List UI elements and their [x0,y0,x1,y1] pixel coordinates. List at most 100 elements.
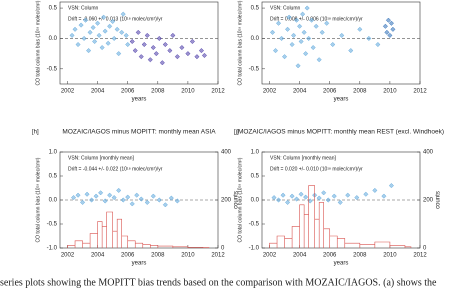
data-point [289,193,295,199]
data-point [150,193,156,199]
data-point [125,194,131,200]
x-tick-label: 2008 [151,89,165,95]
y2-tick-label: 200 [423,198,434,204]
x-tick-label: 2002 [61,89,75,95]
x-tick-label: 2006 [121,253,135,259]
y-tick-label: 0.5 [251,6,260,12]
data-point [387,32,393,38]
count-histogram [67,211,210,248]
data-point [75,41,81,48]
x-tick-label: 2010 [383,89,397,95]
data-point [382,23,388,29]
y-axis-label: CO total column bias (10¹⁸ molec/cm²) [35,0,41,85]
x-tick-label: 2002 [61,253,75,259]
data-point [306,35,312,41]
y2-axis-label: counts [234,191,240,209]
data-point [298,191,304,197]
y-tick-label: 0.5 [49,6,58,12]
data-point [98,190,104,196]
data-point [303,51,309,57]
y-tick-label: -0.5 [47,66,58,72]
data-point [102,198,108,204]
data-point [83,17,89,23]
y-tick-label: 0.0 [251,198,260,204]
data-point [189,38,195,45]
data-point [331,193,337,199]
data-point [138,196,144,202]
y-tick-label: 1.0 [49,150,58,156]
legend-text: Drift = -0.060 +/- 0.013 (10¹⁸ molec/cm²… [68,16,163,22]
y-tick-label: 0.0 [49,36,58,42]
data-point [316,195,322,201]
data-point [119,29,125,35]
data-point [275,197,282,203]
data-point [141,41,147,48]
x-tick-label: 2008 [151,253,165,259]
x-axis-label: years [334,261,349,267]
data-point [198,48,205,54]
plot-frame [59,1,219,85]
data-point [275,20,282,26]
y-tick-label: -1.0 [249,246,260,252]
x-tick-label: 2006 [323,253,337,259]
x-tick-label: 2008 [353,89,367,95]
y2-tick-label: 0 [221,246,225,252]
data-point [80,199,86,205]
data-point [272,48,279,54]
x-tick-label: 2012 [211,253,225,259]
data-point [388,183,394,189]
data-point [107,192,113,198]
data-point [138,54,144,60]
x-axis-label: years [132,97,147,103]
y-tick-label: 1.0 [251,150,260,156]
x-tick-label: 2002 [263,89,277,95]
data-point [89,197,95,203]
data-point [170,32,176,38]
data-point [162,41,168,48]
data-point [303,194,309,200]
data-point [102,28,108,34]
data-point [135,29,141,35]
data-point [95,20,101,26]
data-point [93,193,99,199]
y2-tick-label: 400 [221,150,232,156]
data-point [72,26,78,32]
data-point [179,45,185,51]
data-point [348,48,354,54]
data-point [345,192,351,198]
data-point [114,26,120,32]
data-point [159,60,165,66]
data-point [271,195,277,201]
y-tick-label: 0.5 [49,174,58,180]
data-point [301,29,307,35]
data-point [116,51,122,57]
data-point [390,26,396,32]
data-point [324,20,330,26]
y2-axis-label: counts [436,191,442,209]
data-point [90,24,96,31]
data-point [286,14,292,20]
x-tick-label: 2008 [353,253,367,259]
y2-tick-label: 400 [423,150,434,156]
data-point [201,52,208,59]
data-point [105,40,111,46]
data-point [282,54,288,60]
data-point [87,29,93,35]
legend-text: VSN: Column [68,5,99,11]
data-point [144,32,150,38]
y-axis-label: CO total column bias (10¹⁸ molec/cm²) [35,157,41,242]
data-point [330,41,336,48]
data-point [174,54,180,60]
data-point [354,195,360,201]
data-point [134,192,140,198]
data-point [300,11,306,17]
data-point [194,54,200,60]
data-point [99,45,105,51]
data-point [81,35,87,41]
data-point [313,23,319,29]
y2-tick-label: 200 [221,198,232,204]
data-point [295,63,301,69]
data-point [69,32,75,38]
x-tick-label: 2012 [413,253,427,259]
y-tick-label: -0.5 [249,222,260,228]
